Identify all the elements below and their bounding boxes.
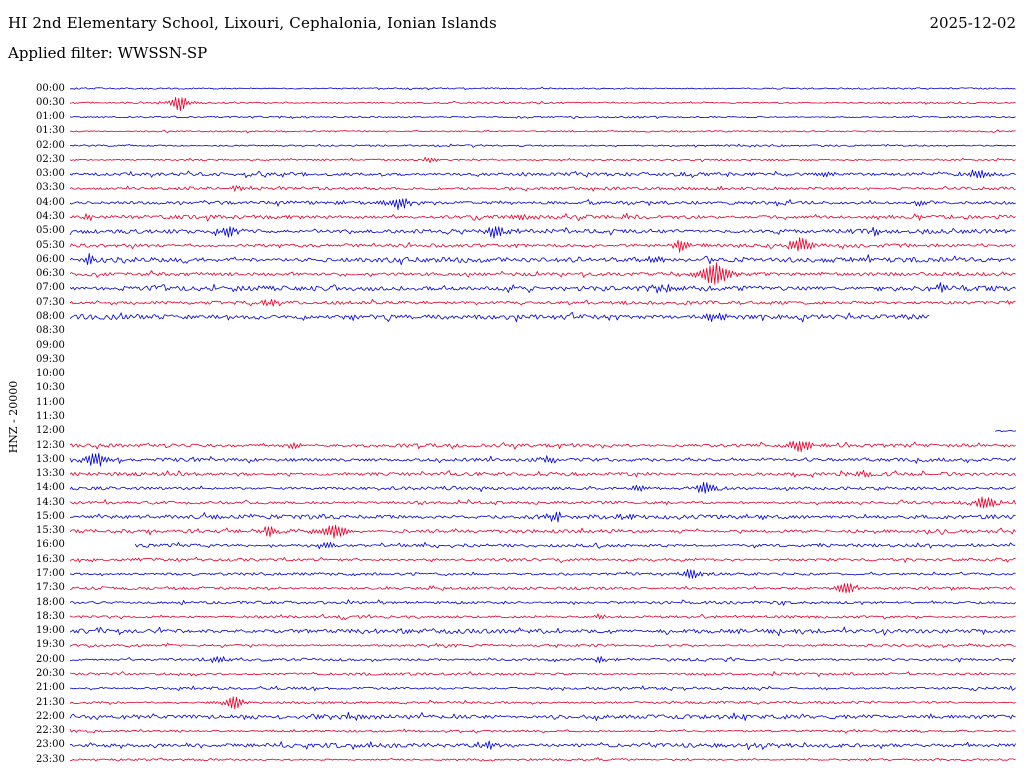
trace-20:30 [69, 671, 1016, 677]
trace-16:30 [69, 556, 1016, 563]
time-label-09:30: 09:30 [36, 353, 65, 365]
trace-18:00 [69, 599, 1016, 606]
time-label-14:30: 14:30 [36, 496, 65, 508]
trace-00:00 [69, 86, 1016, 91]
time-label-17:30: 17:30 [36, 582, 65, 594]
record-date: 2025-12-02 [929, 14, 1016, 32]
time-label-08:00: 08:00 [36, 310, 65, 322]
trace-07:00 [69, 282, 1016, 294]
time-label-19:30: 19:30 [36, 639, 65, 651]
trace-03:00 [69, 169, 1016, 179]
time-label-00:30: 00:30 [36, 96, 65, 108]
time-label-05:30: 05:30 [36, 239, 65, 251]
trace-07:30 [69, 299, 1016, 307]
trace-16:00 [134, 542, 1016, 550]
time-label-13:00: 13:00 [36, 453, 65, 465]
time-label-17:00: 17:00 [36, 568, 65, 580]
time-label-21:00: 21:00 [36, 682, 65, 694]
trace-14:30 [69, 496, 1016, 509]
time-label-06:00: 06:00 [36, 253, 65, 265]
time-label-12:00: 12:00 [36, 425, 65, 437]
time-label-12:30: 12:30 [36, 439, 65, 451]
time-label-07:30: 07:30 [36, 296, 65, 308]
trace-04:00 [69, 198, 1016, 211]
trace-21:30 [69, 696, 1016, 710]
trace-22:00 [69, 711, 1016, 721]
trace-20:00 [69, 656, 1016, 664]
time-label-15:00: 15:00 [36, 510, 65, 522]
trace-01:30 [69, 129, 1016, 134]
trace-01:00 [69, 115, 1016, 120]
trace-12:00 [995, 430, 1017, 433]
trace-23:30 [70, 757, 1016, 762]
trace-06:00 [69, 253, 1016, 266]
trace-14:00 [69, 481, 1016, 494]
time-label-19:00: 19:00 [36, 625, 65, 637]
trace-15:30 [69, 524, 1016, 539]
time-label-21:30: 21:30 [36, 696, 65, 708]
trace-19:30 [69, 642, 1016, 649]
trace-12:30 [69, 440, 1016, 453]
applied-filter-label: Applied filter: WWSSN-SP [8, 44, 208, 62]
trace-04:30 [69, 212, 1016, 222]
time-label-18:30: 18:30 [36, 610, 65, 622]
time-label-00:00: 00:00 [36, 82, 65, 94]
trace-17:30 [69, 583, 1016, 594]
trace-13:30 [69, 469, 1016, 478]
station-title: HI 2nd Elementary School, Lixouri, Cepha… [8, 14, 497, 32]
time-label-14:00: 14:00 [36, 482, 65, 494]
trace-23:00 [69, 740, 1016, 751]
time-label-10:00: 10:00 [36, 368, 65, 380]
trace-02:30 [69, 156, 1016, 163]
trace-02:00 [69, 143, 1016, 148]
trace-21:00 [69, 685, 1016, 692]
time-label-05:00: 05:00 [36, 225, 65, 237]
trace-03:30 [69, 185, 1016, 192]
time-label-11:00: 11:00 [36, 396, 65, 408]
trace-05:00 [69, 226, 1016, 239]
trace-06:30 [69, 262, 1016, 285]
time-label-18:00: 18:00 [36, 596, 65, 608]
time-label-07:00: 07:00 [36, 282, 65, 294]
trace-22:30 [69, 728, 1016, 734]
time-label-06:30: 06:30 [36, 268, 65, 280]
time-label-16:00: 16:00 [36, 539, 65, 551]
time-label-23:30: 23:30 [36, 753, 65, 765]
time-label-22:30: 22:30 [36, 725, 65, 737]
time-label-08:30: 08:30 [36, 325, 65, 337]
time-label-02:00: 02:00 [36, 139, 65, 151]
time-label-16:30: 16:30 [36, 553, 65, 565]
time-label-02:30: 02:30 [36, 153, 65, 165]
trace-13:00 [69, 452, 1016, 467]
time-label-13:30: 13:30 [36, 468, 65, 480]
time-label-03:30: 03:30 [36, 182, 65, 194]
trace-00:30 [69, 96, 1016, 111]
time-label-03:00: 03:00 [36, 168, 65, 180]
trace-08:00 [69, 312, 930, 323]
time-label-04:00: 04:00 [36, 196, 65, 208]
trace-05:30 [69, 237, 1016, 253]
time-label-01:00: 01:00 [36, 111, 65, 123]
trace-15:00 [69, 511, 1016, 523]
time-label-09:00: 09:00 [36, 339, 65, 351]
time-label-04:30: 04:30 [36, 211, 65, 223]
time-label-11:30: 11:30 [36, 410, 65, 422]
time-label-01:30: 01:30 [36, 125, 65, 137]
time-label-23:00: 23:00 [36, 739, 65, 751]
time-label-10:30: 10:30 [36, 382, 65, 394]
time-label-20:00: 20:00 [36, 653, 65, 665]
trace-18:30 [69, 613, 1016, 620]
time-label-20:30: 20:30 [36, 667, 65, 679]
time-label-22:00: 22:00 [36, 710, 65, 722]
trace-17:00 [69, 569, 1016, 579]
time-label-15:30: 15:30 [36, 525, 65, 537]
trace-19:00 [69, 626, 1016, 637]
